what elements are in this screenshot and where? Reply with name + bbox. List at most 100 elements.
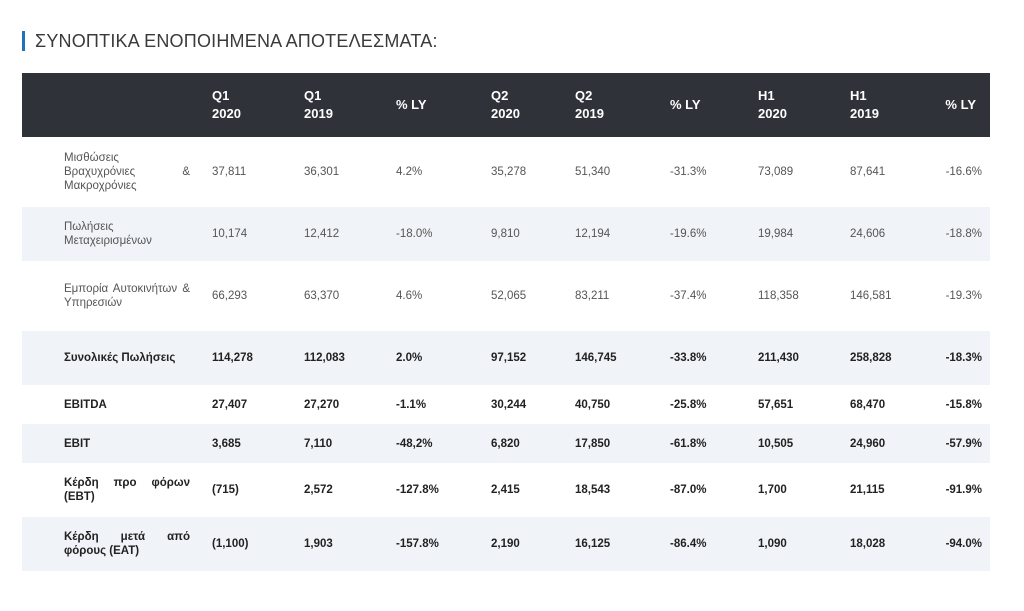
table-row: Συνολικές Πωλήσεις 114,278 112,083 2.0% 97,1… [22,331,990,385]
table-cell: -19.3% [945,290,982,302]
table-cell: 12,412 [304,207,396,261]
table-cell: 1,700 [758,484,787,496]
table-cell: -91.9% [945,484,982,496]
column-header-line1: % LY [670,97,701,112]
column-header: Q1 2019 [304,73,396,137]
table-cell: -18.3% [942,331,990,385]
table-cell: 112,083 [304,331,396,385]
table-cell: 4.2% [396,166,423,178]
table-row: Μισθώσεις Βραχυχρόνιες & Μακροχρόνιες 37,… [22,137,990,207]
table-row: EBIT 3,685 7,110 -48,2% 6,820 17,850 -61.8% 10,… [22,424,990,463]
table-cell: 12,194 [575,207,670,261]
table-cell: -18.0% [396,207,491,261]
column-header: H1 2019 [850,73,942,137]
table-cell: 24,960 [850,424,942,463]
table-cell: -16.6% [945,166,982,178]
table-cell: -37.4% [670,290,707,302]
column-header-line1: Q2 [575,88,593,103]
table-cell: 24,606 [850,207,942,261]
table-cell: -31.3% [670,166,707,178]
table-cell: 10,505 [758,424,850,463]
table-cell: -15.8% [945,398,982,411]
table-cell: 2,572 [304,484,333,496]
table-cell: 2.0% [396,331,491,385]
table-cell: 19,984 [758,207,850,261]
table-cell: -86.4% [670,517,758,571]
results-table: Q1 2020 Q1 2019% LY Q2 2020 Q2 2019% LY H1 2020 H1… [22,73,990,571]
row-label: Πωλήσεις Μεταχειρισμένων [22,207,212,261]
column-header-line2: 2019 [850,106,879,121]
column-header: Q2 2019 [575,73,670,137]
column-header-line2: 2019 [575,106,604,121]
column-header-line2: 2019 [304,106,333,121]
header-empty-cell [22,73,212,137]
table-cell: 36,301 [304,166,340,178]
table-cell: 27,270 [304,398,340,411]
table-row: Εμπορία Αυτοκινήτων & Υπηρεσιών 66,293 63,… [22,261,990,331]
table-cell: 10,174 [212,207,304,261]
table-cell: 37,811 [212,166,247,178]
table-cell: 66,293 [212,290,248,302]
table-cell: 146,745 [575,331,670,385]
table-cell: 16,125 [575,517,670,571]
table-cell: -61.8% [670,424,758,463]
table-cell: -33.8% [670,331,758,385]
table-cell: -94.0% [942,517,990,571]
table-row: Πωλήσεις Μεταχειρισμένων 10,174 12,412 -18.… [22,207,990,261]
column-header-line2: 2020 [212,106,241,121]
table-cell: 9,810 [491,207,575,261]
table-cell: 52,065 [491,290,527,302]
column-header: % LY [396,73,491,137]
table-cell: 7,110 [304,424,396,463]
table-cell: -87.0% [670,484,707,496]
table-cell: 18,028 [850,517,942,571]
table-cell: 40,750 [575,398,611,411]
table-cell: 87,641 [850,166,886,178]
column-header-line1: H1 [850,88,867,103]
section-title: ΣΥΝΟΠΤΙΚΑ ΕΝΟΠΟΙΗΜΕΝΑ ΑΠΟΤΕΛΕΣΜΑΤΑ: [22,30,438,52]
column-header: % LY [942,73,990,137]
table-cell: 3,685 [212,424,304,463]
column-header: % LY [670,73,758,137]
table-cell: (1,100) [212,517,304,571]
row-label: EBIT [22,424,212,463]
table-row: Κέρδη προ φόρων (EBT) (715) 2,572 -127.8% 2,… [22,463,990,517]
column-header-line1: Q1 [304,88,322,103]
table-cell: 4.6% [396,290,423,302]
table-header-row: Q1 2020 Q1 2019% LY Q2 2020 Q2 2019% LY H1 2020 H1… [22,73,990,137]
table-cell: 30,244 [491,398,527,411]
table-cell: 2,415 [491,484,520,496]
table-cell: 73,089 [758,166,794,178]
table-cell: 2,190 [491,517,575,571]
table-cell: 114,278 [212,331,304,385]
table-cell: 63,370 [304,290,340,302]
table-cell: 146,581 [850,290,892,302]
row-label: Μισθώσεις Βραχυχρόνιες & Μακροχρόνιες [64,152,190,192]
table-row: EBITDA 27,407 27,270 -1.1% 30,244 40,750 -25.8… [22,385,990,424]
column-header-line2: 2020 [758,106,787,121]
column-header: H1 2020 [758,73,850,137]
table-cell: -127.8% [396,484,439,496]
column-header-line1: Q1 [212,88,230,103]
table-cell: 97,152 [491,331,575,385]
table-cell: 1,090 [758,517,850,571]
table-cell: 57,651 [758,398,794,411]
table-cell: -1.1% [396,398,427,411]
table-cell: 35,278 [491,166,527,178]
title-accent-bar [22,31,25,51]
table-cell: 27,407 [212,398,248,411]
table-cell: 68,470 [850,398,886,411]
table-cell: 258,828 [850,331,942,385]
table-cell: 6,820 [491,424,575,463]
table-cell: 211,430 [758,331,850,385]
table-cell: 118,358 [758,290,799,302]
table-cell: -157.8% [396,517,491,571]
table-cell: 1,903 [304,517,396,571]
table-cell: -19.6% [670,207,758,261]
table-cell: -25.8% [670,398,707,411]
column-header-line1: % LY [396,97,427,112]
column-header-line2: 2020 [491,106,520,121]
table-cell: 51,340 [575,166,611,178]
table-cell: (715) [212,484,239,496]
row-label: Εμπορία Αυτοκινήτων & Υπηρεσιών [64,283,190,309]
